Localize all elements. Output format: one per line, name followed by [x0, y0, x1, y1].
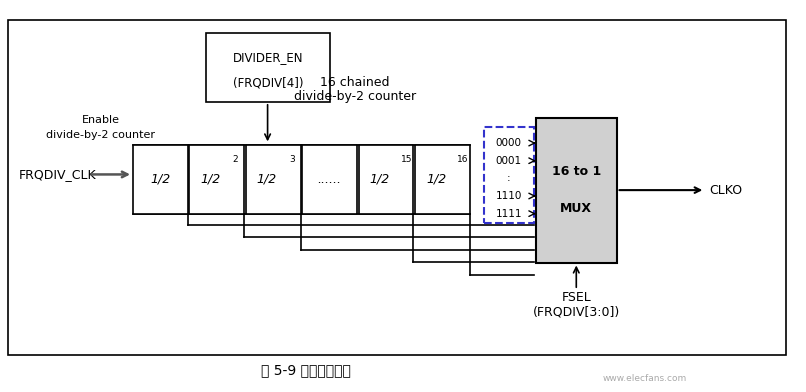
Text: MUX: MUX [560, 203, 592, 216]
Bar [8, 20, 786, 355]
Text: 1/2: 1/2 [150, 173, 171, 186]
Text: 16 chained: 16 chained [320, 76, 389, 89]
Text: 15: 15 [401, 155, 412, 164]
Bar [484, 127, 534, 223]
Text: www.elecfans.com: www.elecfans.com [603, 374, 687, 383]
Bar [246, 145, 301, 214]
Text: 0000: 0000 [496, 138, 521, 148]
Text: 16: 16 [457, 155, 468, 164]
Text: (FRQDIV[3:0]): (FRQDIV[3:0]) [533, 305, 620, 318]
Text: 1110: 1110 [496, 191, 521, 201]
Text: divide-by-2 counter: divide-by-2 counter [46, 130, 156, 140]
Text: 16 to 1: 16 to 1 [551, 165, 601, 178]
Text: 3: 3 [289, 155, 295, 164]
Text: 图 5-9 分频器的框图: 图 5-9 分频器的框图 [261, 363, 351, 377]
Text: 1/2: 1/2 [256, 173, 277, 186]
Text: (FRQDIV[4]): (FRQDIV[4]) [233, 76, 303, 89]
Text: :: : [507, 173, 510, 183]
Text: 1/2: 1/2 [426, 173, 447, 186]
Bar [189, 145, 244, 214]
Bar [302, 145, 357, 214]
Text: FRQDIV_CLK: FRQDIV_CLK [19, 168, 97, 181]
Text: 0001: 0001 [496, 156, 521, 166]
Text: FSEL: FSEL [562, 291, 591, 305]
Text: ......: ...... [318, 173, 342, 186]
Bar [133, 145, 188, 214]
Text: 1111: 1111 [496, 209, 521, 219]
Bar [206, 33, 330, 102]
Text: DIVIDER_EN: DIVIDER_EN [233, 51, 303, 64]
Text: divide-by-2 counter: divide-by-2 counter [293, 89, 416, 103]
Text: 1/2: 1/2 [369, 173, 390, 186]
Text: Enable: Enable [81, 114, 120, 125]
Bar [415, 145, 470, 214]
Text: 2: 2 [233, 155, 238, 164]
Text: 1/2: 1/2 [200, 173, 221, 186]
Text: CLKO: CLKO [708, 183, 742, 197]
Bar [359, 145, 413, 214]
Bar [536, 118, 617, 263]
